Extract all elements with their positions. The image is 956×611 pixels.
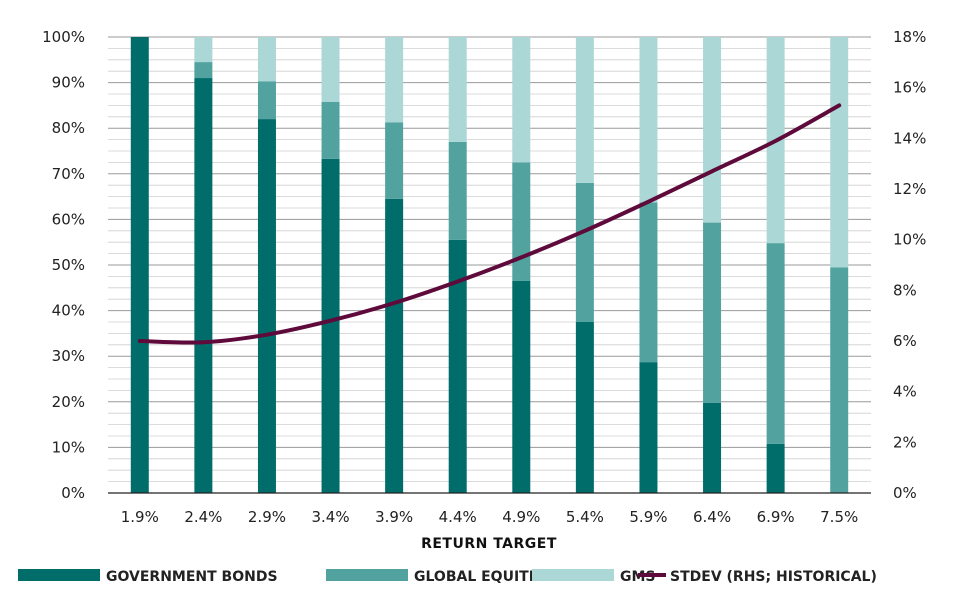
y-tick-label: 30% [52, 347, 85, 365]
stdev-line [137, 103, 842, 345]
bar-gms [703, 37, 722, 223]
bar-government-bonds [448, 239, 467, 493]
bar-global-equities [575, 182, 594, 322]
gridlines [108, 36, 871, 483]
y2-tick-label: 8% [893, 281, 917, 299]
bar-government-bonds [766, 443, 785, 493]
x-tick-label: 4.9% [502, 508, 540, 526]
x-axis-title: RETURN TARGET [421, 536, 557, 552]
y-tick-label: 40% [52, 302, 85, 320]
bar-global-equities [385, 122, 404, 199]
legend-label-global-equities: GLOBAL EQUITIES [414, 569, 554, 585]
y-tick-label: 90% [52, 74, 85, 92]
x-tick-label: 7.5% [820, 508, 858, 526]
bar-government-bonds [257, 119, 276, 493]
stdev-line-group [137, 103, 842, 345]
bar-gms [639, 37, 658, 203]
bar-government-bonds [703, 402, 722, 493]
bar-gms [194, 37, 213, 63]
legend-swatch-government-bonds [18, 569, 100, 581]
bar-gms [575, 37, 594, 183]
bar-gms [257, 37, 276, 82]
x-tick-label: 4.4% [439, 508, 477, 526]
y2-tick-label: 18% [893, 28, 926, 46]
bar-government-bonds [130, 37, 149, 493]
bar-gms [321, 37, 340, 102]
legend: GOVERNMENT BONDS GLOBAL EQUITIES GMS STDEV … [18, 569, 877, 585]
bar-gms [385, 37, 404, 123]
y-tick-label: 60% [52, 210, 85, 228]
bar-government-bonds [385, 198, 404, 493]
y2-tick-label: 0% [893, 484, 917, 502]
bar-global-equities [194, 62, 213, 79]
left-axis-ticks: 0% 10% 20% 30% 40% 50% 60% 70% 80% 90% 100% [42, 28, 85, 502]
y-tick-label: 50% [52, 256, 85, 274]
x-tick-label: 1.9% [121, 508, 159, 526]
bar-global-equities [512, 162, 531, 281]
y-tick-label: 10% [52, 438, 85, 456]
bar-gms [512, 37, 531, 163]
y-tick-label: 80% [52, 119, 85, 137]
bar-global-equities [639, 202, 658, 363]
x-tick-label: 6.9% [757, 508, 795, 526]
x-tick-label: 5.4% [566, 508, 604, 526]
y2-tick-label: 14% [893, 129, 926, 147]
y-tick-label: 20% [52, 393, 85, 411]
x-tick-label: 6.4% [693, 508, 731, 526]
bar-global-equities [257, 81, 276, 120]
y2-tick-label: 4% [893, 383, 917, 401]
bar-gms [448, 37, 467, 142]
bar-government-bonds [321, 158, 340, 493]
legend-swatch-gms [532, 569, 614, 581]
bar-global-equities [703, 222, 722, 403]
bar-global-equities [766, 243, 785, 444]
y-tick-label: 70% [52, 165, 85, 183]
bars [130, 37, 849, 493]
bar-government-bonds [512, 280, 531, 493]
x-axis-ticks: 1.9% 2.4% 2.9% 3.4% 3.9% 4.4% 4.9% 5.4% 5.9% 6.4%… [121, 508, 859, 526]
bar-government-bonds [194, 78, 213, 493]
bar-government-bonds [639, 362, 658, 493]
bar-gms [830, 37, 849, 268]
x-tick-label: 3.9% [375, 508, 413, 526]
legend-swatch-global-equities [326, 569, 408, 581]
y-tick-label: 100% [42, 28, 85, 46]
x-tick-label: 2.9% [248, 508, 286, 526]
y2-tick-label: 6% [893, 332, 917, 350]
bar-government-bonds [575, 322, 594, 493]
y-tick-label: 0% [61, 484, 85, 502]
y2-tick-label: 16% [893, 79, 926, 97]
x-tick-label: 5.9% [629, 508, 667, 526]
y2-tick-label: 10% [893, 231, 926, 249]
legend-label-stdev-rhs-historical: STDEV (RHS; HISTORICAL) [670, 569, 877, 585]
y2-tick-label: 12% [893, 180, 926, 198]
bar-global-equities [321, 101, 340, 159]
x-tick-label: 2.4% [184, 508, 222, 526]
right-axis-ticks: 0% 2% 4% 6% 8% 10% 12% 14% 16% 18% [893, 28, 926, 502]
bar-global-equities [830, 267, 849, 493]
x-tick-label: 3.4% [311, 508, 349, 526]
bar-global-equities [448, 141, 467, 240]
y2-tick-label: 2% [893, 433, 917, 451]
legend-label-government-bonds: GOVERNMENT BONDS [106, 569, 278, 585]
